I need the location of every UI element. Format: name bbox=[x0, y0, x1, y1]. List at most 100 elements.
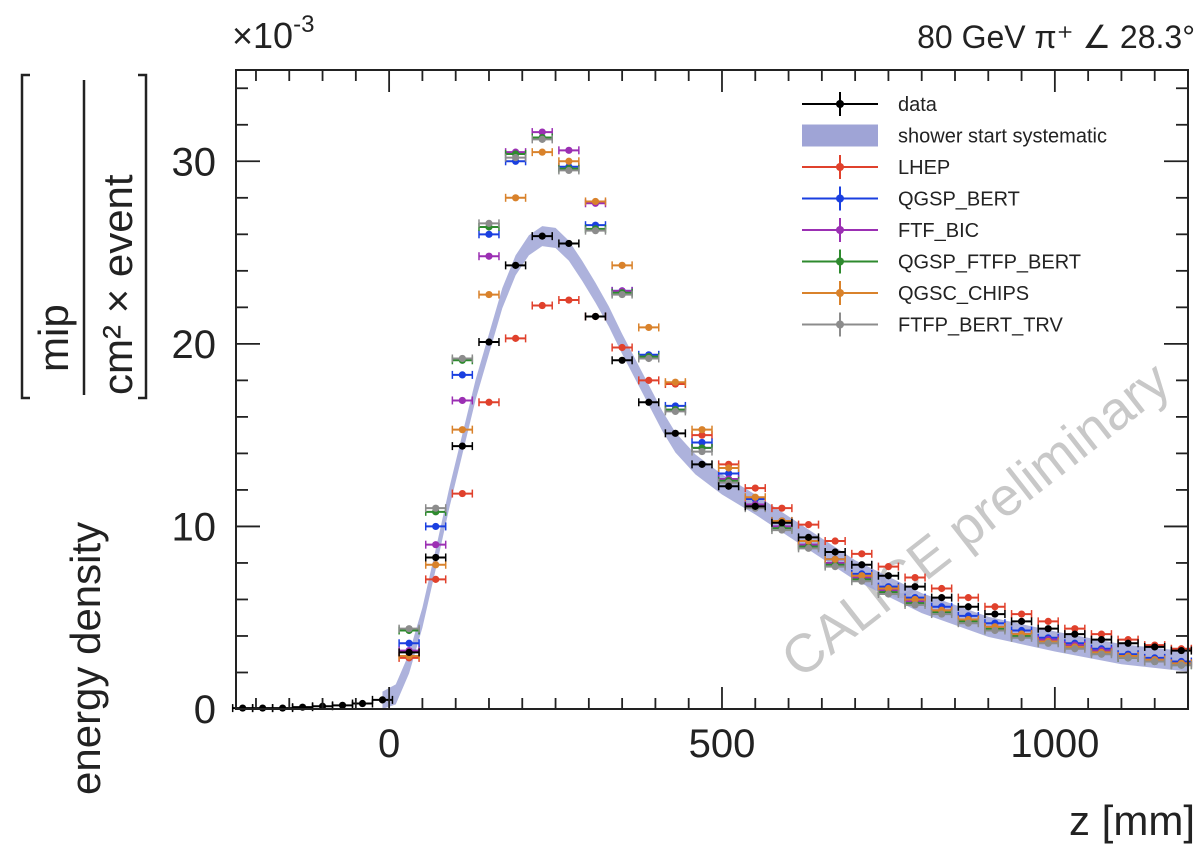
point-lhep bbox=[1010, 610, 1033, 619]
legend-swatch bbox=[802, 155, 878, 179]
point-qgsc-chips bbox=[584, 197, 607, 206]
point-data bbox=[957, 602, 980, 611]
point-data bbox=[638, 398, 660, 407]
point-ftfp-bert-trv bbox=[824, 562, 846, 571]
point-ftf-bic bbox=[558, 146, 580, 155]
series-data bbox=[231, 232, 1193, 713]
legend-entry-qgsp-bert: QGSP_BERT bbox=[802, 186, 1020, 211]
legend-entry-lhep: LHEP bbox=[802, 155, 950, 179]
y-axis-fraction-top: mip bbox=[30, 304, 77, 372]
y-axis-bracket-left bbox=[20, 73, 30, 400]
point-data bbox=[1090, 635, 1113, 644]
point-lhep bbox=[984, 602, 1006, 611]
point-ftfp-bert-trv bbox=[984, 626, 1006, 635]
point-lhep bbox=[824, 537, 846, 546]
point-ftfp-bert-trv bbox=[904, 600, 926, 609]
x-tick-label: 1000 bbox=[1010, 722, 1099, 766]
point-ftfp-bert-trv bbox=[771, 526, 793, 535]
point-lhep bbox=[744, 484, 767, 493]
legend-swatch bbox=[802, 92, 878, 116]
legend-entry-qgsc-chips: QGSC_CHIPS bbox=[802, 281, 1029, 305]
legend: data shower start systematic LHEP QGSP_BERT… bbox=[802, 92, 1107, 337]
point-ftfp-bert-trv bbox=[504, 153, 527, 162]
x-tick-label: 0 bbox=[378, 722, 400, 766]
point-qgsp-bert bbox=[451, 370, 474, 379]
point-data bbox=[1037, 624, 1059, 633]
point-ftf-bic bbox=[531, 128, 553, 137]
legend-swatch bbox=[802, 218, 878, 242]
point-ftfp-bert-trv bbox=[1064, 644, 1086, 653]
point-data bbox=[717, 482, 740, 491]
legend-label: QGSC_CHIPS bbox=[898, 283, 1029, 305]
x-tick-label: 500 bbox=[689, 722, 756, 766]
point-ftfp-bert-trv bbox=[664, 407, 687, 416]
point-data bbox=[851, 560, 873, 569]
point-ftfp-bert-trv bbox=[398, 624, 420, 633]
point-qgsp-bert bbox=[424, 522, 447, 531]
legend-entry-data: data bbox=[802, 92, 938, 116]
y-axis-bracket-right bbox=[138, 73, 148, 400]
point-data bbox=[1117, 639, 1139, 648]
point-lhep bbox=[638, 376, 660, 385]
y-tick-label: 30 bbox=[172, 140, 217, 184]
point-lhep bbox=[877, 562, 900, 571]
y-tick-label: 10 bbox=[172, 505, 217, 549]
point-qgsc-chips bbox=[664, 378, 687, 387]
point-qgsc-chips bbox=[717, 464, 740, 473]
point-lhep bbox=[691, 431, 713, 440]
point-qgsc-chips bbox=[451, 425, 474, 434]
point-qgsc-chips bbox=[691, 425, 713, 434]
legend-label: QGSP_BERT bbox=[898, 189, 1020, 211]
point-data bbox=[584, 312, 607, 321]
point-lhep bbox=[531, 301, 553, 310]
point-qgsc-chips bbox=[611, 261, 633, 270]
point-ftfp-bert-trv bbox=[531, 135, 553, 144]
point-lhep bbox=[1037, 617, 1059, 626]
point-data bbox=[504, 261, 527, 270]
point-lhep bbox=[771, 504, 793, 513]
plot-area bbox=[231, 128, 1193, 713]
point-data bbox=[771, 518, 793, 527]
legend-label: QGSP_FTFP_BERT bbox=[898, 252, 1081, 274]
point-qgsc-chips bbox=[531, 148, 553, 157]
legend-label: shower start systematic bbox=[898, 126, 1107, 148]
legend-swatch bbox=[802, 186, 878, 211]
point-lhep bbox=[930, 584, 953, 593]
point-data bbox=[664, 429, 687, 438]
series-ftfp-bert-trv bbox=[398, 135, 1193, 670]
point-ftfp-bert-trv bbox=[478, 219, 500, 228]
legend-swatch bbox=[802, 249, 878, 274]
point-data bbox=[451, 442, 474, 451]
legend-swatch bbox=[802, 281, 878, 305]
point-ftfp-bert-trv bbox=[1037, 639, 1059, 648]
point-qgsc-chips bbox=[638, 323, 660, 332]
point-ftfp-bert-trv bbox=[1117, 653, 1139, 662]
point-ftf-bic bbox=[478, 252, 500, 261]
legend-label: FTFP_BERT_TRV bbox=[898, 315, 1064, 337]
legend-label: LHEP bbox=[898, 157, 950, 179]
scale-exponent: -3 bbox=[293, 11, 314, 38]
point-data bbox=[877, 571, 900, 580]
point-data bbox=[984, 610, 1006, 619]
y-axis-denominator: cm² × event bbox=[94, 174, 141, 395]
x-axis-title: z [mm] bbox=[1069, 797, 1195, 844]
point-data bbox=[478, 338, 500, 347]
point-ftfp-bert-trv bbox=[851, 577, 873, 586]
point-data bbox=[824, 547, 846, 556]
point-lhep bbox=[451, 489, 474, 498]
point-ftfp-bert-trv bbox=[957, 619, 980, 628]
y-tick-label: 20 bbox=[172, 323, 217, 367]
legend-entry-qgsp-ftfp-bert: QGSP_FTFP_BERT bbox=[802, 249, 1081, 274]
point-ftfp-bert-trv bbox=[1090, 650, 1113, 659]
point-data bbox=[558, 239, 580, 248]
point-qgsc-chips bbox=[744, 493, 767, 502]
point-lhep bbox=[504, 334, 527, 343]
band-shower-start-systematic bbox=[382, 226, 1188, 709]
y-axis-fraction-bottom: cm² × event bbox=[94, 174, 141, 395]
point-qgsc-chips bbox=[478, 290, 500, 299]
point-data bbox=[611, 356, 633, 365]
point-ftfp-bert-trv bbox=[558, 166, 580, 175]
point-data bbox=[1064, 630, 1086, 639]
